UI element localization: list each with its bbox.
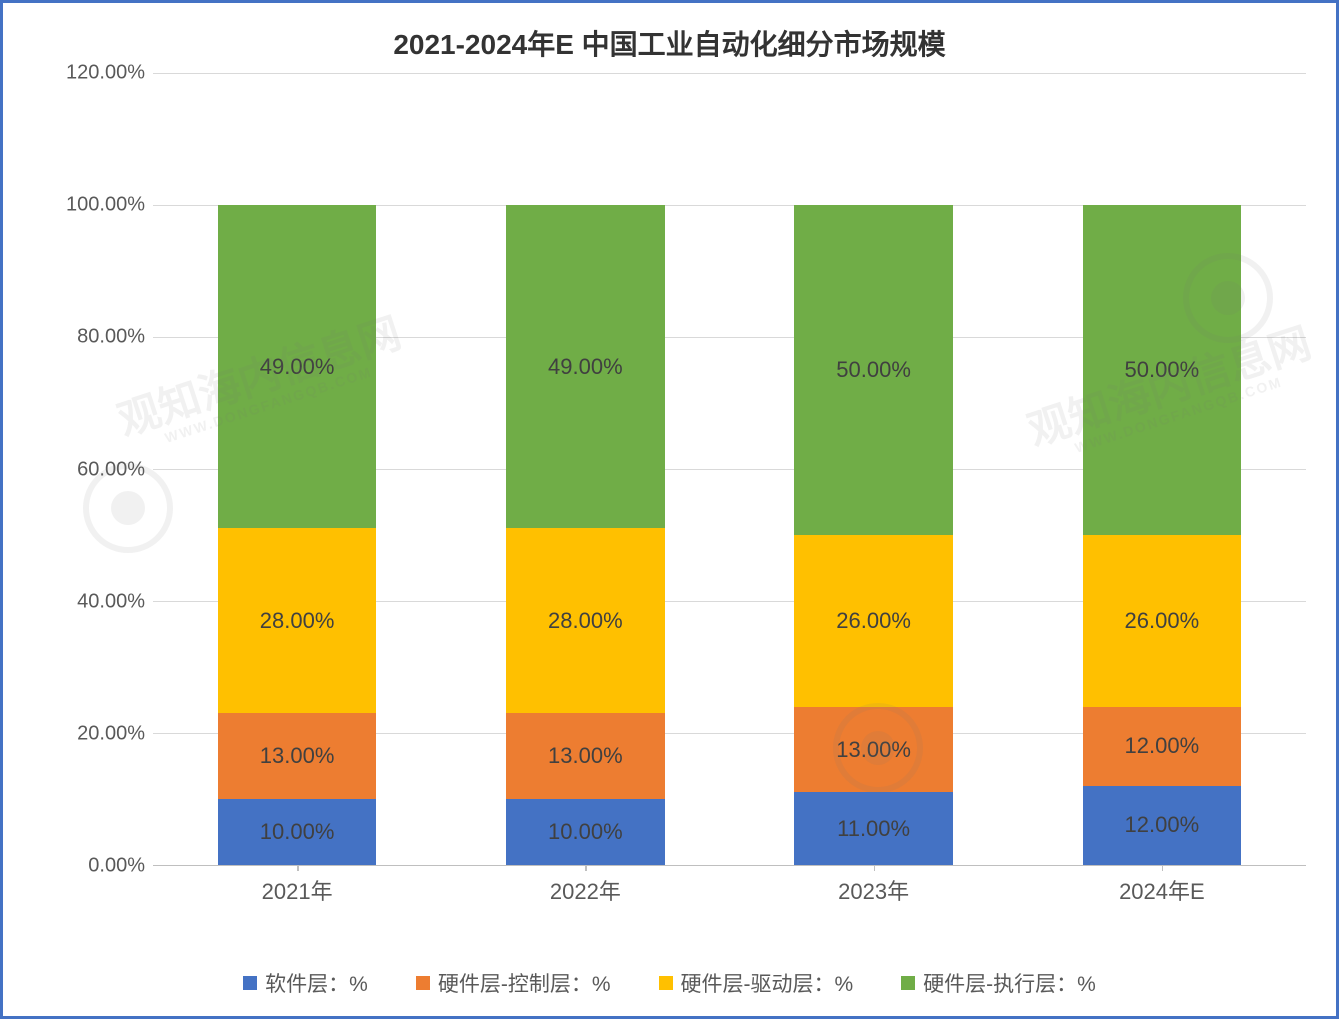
legend: 软件层：% 硬件层-控制层：% 硬件层-驱动层：% 硬件层-执行层：% [3,968,1336,998]
legend-item: 硬件层-驱动层：% [659,968,854,998]
bar-segment: 11.00% [794,792,953,865]
legend-label: 软件层：% [265,968,368,998]
y-tick-label: 120.00% [45,62,145,85]
y-tick-label: 80.00% [45,326,145,349]
bar-segment: 10.00% [506,799,665,865]
bar-group: 12.00% 12.00% 26.00% 50.00% [1083,73,1242,865]
bar-data-label: 12.00% [1125,733,1200,759]
plot-wrap: 0.00%20.00%40.00%60.00%80.00%100.00%120.… [43,73,1306,906]
legend-item: 软件层：% [243,968,368,998]
y-tick-label: 100.00% [45,194,145,217]
bar-segment: 50.00% [1083,205,1242,535]
bar-data-label: 26.00% [1125,608,1200,634]
bar-segment: 12.00% [1083,707,1242,786]
y-axis: 0.00%20.00%40.00%60.00%80.00%100.00%120.… [43,73,153,866]
bar-segment: 10.00% [218,799,377,865]
y-tick-label: 0.00% [45,855,145,878]
y-tick-label: 40.00% [45,590,145,613]
legend-label: 硬件层-执行层：% [923,968,1096,998]
legend-swatch [243,976,257,990]
bar-segment: 13.00% [506,713,665,799]
bar-data-label: 13.00% [836,737,911,763]
bar-data-label: 10.00% [548,819,623,845]
bar-data-label: 49.00% [260,354,335,380]
bar-data-label: 28.00% [548,608,623,634]
bar-data-label: 50.00% [836,357,911,383]
bar-segment: 13.00% [794,707,953,793]
bar-data-label: 28.00% [260,608,335,634]
bar-segment: 28.00% [506,528,665,713]
legend-item: 硬件层-执行层：% [901,968,1096,998]
bar-group: 11.00% 13.00% 26.00% 50.00% [794,73,953,865]
legend-item: 硬件层-控制层：% [416,968,611,998]
bar-data-label: 13.00% [260,743,335,769]
plot-area: 10.00% 13.00% 28.00% 49.00% 10.00% 13.00% 28.0… [153,73,1306,866]
bar-segment: 28.00% [218,528,377,713]
legend-swatch [416,976,430,990]
legend-label: 硬件层-控制层：% [438,968,611,998]
bar-segment: 49.00% [506,205,665,528]
chart-container: 2021-2024年E 中国工业自动化细分市场规模 0.00% 20.00% 40.… [0,0,1339,1019]
bar-segment: 12.00% [1083,786,1242,865]
bar-data-label: 26.00% [836,608,911,634]
bar-segment: 50.00% [794,205,953,535]
x-tick-label: 2021年 [262,874,333,906]
x-tick-label: 2022年 [550,874,621,906]
bar-segment: 26.00% [1083,535,1242,707]
bar-segment: 26.00% [794,535,953,707]
bar-data-label: 10.00% [260,819,335,845]
bar-data-label: 49.00% [548,354,623,380]
bar-group: 10.00% 13.00% 28.00% 49.00% [218,73,377,865]
legend-swatch [659,976,673,990]
bar-data-label: 12.00% [1125,812,1200,838]
x-tick-label: 2023年 [838,874,909,906]
bar-segment: 13.00% [218,713,377,799]
chart-title: 2021-2024年E 中国工业自动化细分市场规模 [3,3,1336,71]
bar-group: 10.00% 13.00% 28.00% 49.00% [506,73,665,865]
y-tick-label: 20.00% [45,722,145,745]
x-tick-label: 2024年E [1119,874,1205,906]
bar-data-label: 50.00% [1125,357,1200,383]
legend-label: 硬件层-驱动层：% [681,968,854,998]
bar-data-label: 13.00% [548,743,623,769]
bar-segment: 49.00% [218,205,377,528]
y-tick-label: 60.00% [45,458,145,481]
x-axis: 2021年 2022年 2023年 2024年E [153,866,1306,906]
bar-data-label: 11.00% [837,816,910,842]
legend-swatch [901,976,915,990]
